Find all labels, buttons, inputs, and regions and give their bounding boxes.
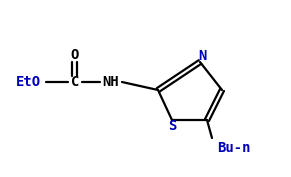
- Text: Bu-n: Bu-n: [217, 141, 251, 155]
- Text: O: O: [71, 48, 79, 62]
- Text: EtO: EtO: [15, 75, 40, 89]
- Text: S: S: [168, 119, 176, 133]
- Text: C: C: [71, 75, 79, 89]
- Text: N: N: [198, 49, 206, 63]
- Text: NH: NH: [103, 75, 119, 89]
